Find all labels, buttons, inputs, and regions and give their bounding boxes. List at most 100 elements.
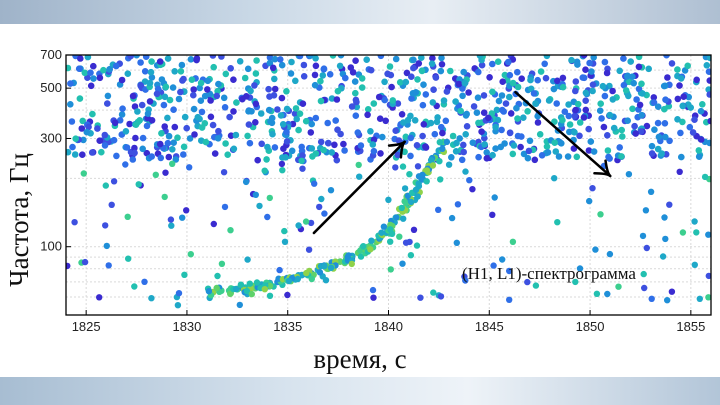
noise-point xyxy=(622,87,630,94)
noise-point xyxy=(555,153,563,160)
noise-point xyxy=(311,180,318,187)
noise-point xyxy=(606,111,614,119)
noise-point xyxy=(256,202,263,210)
noise-point xyxy=(300,73,308,80)
noise-point xyxy=(79,117,86,125)
noise-point xyxy=(300,61,308,69)
noise-point xyxy=(414,163,422,170)
noise-point xyxy=(458,156,466,164)
noise-point xyxy=(305,246,313,253)
noise-point xyxy=(699,101,706,108)
noise-point xyxy=(609,96,617,103)
noise-point xyxy=(414,76,421,83)
noise-point xyxy=(110,178,118,185)
noise-point xyxy=(648,150,656,157)
noise-point xyxy=(336,62,344,70)
noise-point xyxy=(103,242,111,250)
noise-point xyxy=(526,137,534,145)
noise-point xyxy=(654,119,662,127)
noise-point xyxy=(210,63,217,71)
x-tick-label: 1840 xyxy=(374,319,403,334)
noise-point xyxy=(572,87,579,95)
noise-point xyxy=(379,133,386,141)
noise-point xyxy=(244,132,251,140)
noise-point xyxy=(161,93,169,101)
noise-point xyxy=(550,85,558,93)
noise-point xyxy=(410,56,417,64)
noise-point xyxy=(483,149,491,156)
noise-point xyxy=(632,130,639,137)
noise-point xyxy=(541,60,548,68)
noise-point xyxy=(317,77,324,85)
noise-point xyxy=(104,92,112,100)
noise-point xyxy=(449,132,457,140)
noise-point xyxy=(542,74,550,82)
noise-point xyxy=(403,69,411,77)
noise-point xyxy=(447,67,454,75)
noise-point xyxy=(116,117,124,124)
noise-point xyxy=(137,59,144,66)
noise-point xyxy=(209,121,217,129)
noise-point xyxy=(705,231,711,238)
noise-point xyxy=(507,110,515,117)
noise-point xyxy=(685,93,692,101)
noise-point xyxy=(462,112,470,119)
noise-point xyxy=(106,66,113,73)
noise-point xyxy=(299,165,306,172)
noise-point xyxy=(132,121,140,128)
noise-point xyxy=(165,153,173,161)
noise-point xyxy=(513,104,520,112)
noise-point xyxy=(254,156,261,164)
noise-point xyxy=(96,74,104,82)
noise-point xyxy=(706,139,711,147)
noise-point xyxy=(227,227,234,234)
noise-point xyxy=(396,79,404,86)
noise-point xyxy=(387,71,395,79)
noise-point xyxy=(420,121,428,128)
noise-point xyxy=(572,278,579,286)
noise-point xyxy=(480,92,488,99)
noise-point xyxy=(514,132,522,140)
noise-point xyxy=(227,65,234,72)
noise-point xyxy=(87,69,94,76)
x-tick-label: 1835 xyxy=(273,319,302,334)
noise-point xyxy=(328,149,336,156)
noise-point xyxy=(236,301,243,309)
noise-point xyxy=(604,290,611,298)
noise-point xyxy=(650,99,658,106)
noise-point xyxy=(102,222,109,229)
noise-point xyxy=(245,121,253,128)
noise-point xyxy=(674,66,681,73)
noise-point xyxy=(356,173,363,180)
noise-point xyxy=(66,148,72,156)
noise-point xyxy=(337,55,345,59)
axis-ticks: 1825 1830 1835 1840 1845 1850 1855 100 300 500 700 xyxy=(40,47,705,334)
chirp-point xyxy=(344,253,351,261)
noise-point xyxy=(701,173,709,181)
chirp-point xyxy=(415,180,422,187)
noise-point xyxy=(394,151,402,159)
noise-point xyxy=(161,193,168,201)
noise-point xyxy=(215,80,222,88)
noise-point xyxy=(296,55,304,60)
noise-point xyxy=(325,139,332,147)
noise-point xyxy=(419,132,426,140)
noise-point xyxy=(469,139,477,146)
noise-point xyxy=(171,123,179,131)
noise-point xyxy=(387,238,394,245)
noise-point xyxy=(389,97,397,104)
noise-point xyxy=(252,191,259,198)
noise-point xyxy=(108,201,115,208)
noise-point xyxy=(214,272,221,280)
noise-point xyxy=(211,150,219,157)
noise-point xyxy=(571,129,578,136)
noise-point xyxy=(554,219,561,226)
noise-point xyxy=(559,83,567,91)
noise-point xyxy=(295,126,302,134)
noise-point xyxy=(601,92,609,100)
noise-point xyxy=(177,88,184,96)
noise-point xyxy=(475,153,482,161)
noise-point xyxy=(148,153,155,160)
noise-point xyxy=(377,150,384,157)
noise-point xyxy=(146,98,154,105)
